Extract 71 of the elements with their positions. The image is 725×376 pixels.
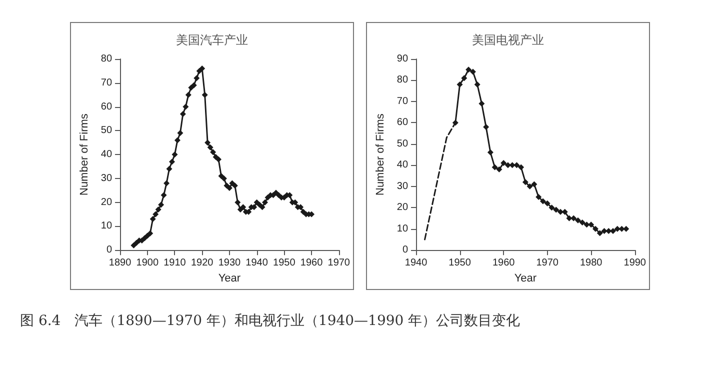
y-tick-label: 60 <box>100 101 112 112</box>
x-axis-title: Year <box>514 272 537 284</box>
point <box>536 194 542 200</box>
point <box>522 179 528 186</box>
y-tick-label: 30 <box>100 172 112 184</box>
x-tick-label: 1970 <box>536 258 559 269</box>
point <box>596 230 603 236</box>
x-tick-label: 1950 <box>273 258 296 269</box>
point <box>487 149 494 156</box>
x-tick-label: 1950 <box>448 258 472 269</box>
y-tick-label: 70 <box>396 96 408 107</box>
point <box>492 164 498 170</box>
point <box>456 81 463 88</box>
y-tick-label: 70 <box>100 77 112 88</box>
point <box>483 124 490 130</box>
y-tick-label: 10 <box>396 223 408 234</box>
x-tick-label: 1890 <box>108 258 132 269</box>
x-tick-label: 1960 <box>492 258 516 269</box>
x-tick-label: 1940 <box>404 258 428 269</box>
y-tick-label: 80 <box>396 74 408 86</box>
caption: 图 6.4 汽车（1890—1970 年）和电视行业（1940—1990 年）公司数目变化 <box>20 312 522 330</box>
point <box>461 75 468 82</box>
point <box>540 198 546 204</box>
point <box>474 81 480 88</box>
point <box>470 68 476 75</box>
x-tick-label: 1900 <box>136 258 159 269</box>
y-tick-label: 10 <box>100 220 112 232</box>
point <box>592 226 598 232</box>
point <box>557 208 564 215</box>
point <box>531 181 538 188</box>
y-axis-title: Number of Firms <box>78 113 90 196</box>
y-tick-label: 80 <box>100 54 112 64</box>
point <box>504 162 511 168</box>
y-axis-title: Number of Firms <box>374 113 386 196</box>
point <box>526 183 533 190</box>
point <box>553 206 560 213</box>
x-tick-label: 1940 <box>246 258 268 269</box>
x-tick-label: 1930 <box>218 258 242 269</box>
y-tick-label: 40 <box>100 149 112 160</box>
y-tick-label: 30 <box>396 180 408 192</box>
chart-title: 美国电视产业 <box>472 33 544 47</box>
x-tick-label: 1980 <box>580 258 603 269</box>
x-tick-label: 1920 <box>190 258 214 269</box>
point <box>588 222 594 228</box>
y-tick-label: 60 <box>396 117 408 128</box>
point <box>452 120 458 126</box>
x-tick-label: 1970 <box>328 258 350 269</box>
y-tick-label: 50 <box>100 125 112 136</box>
y-tick-label: 40 <box>396 160 408 171</box>
chart-title: 美国汽车产业 <box>176 33 248 47</box>
x-tick-label: 1960 <box>300 258 324 269</box>
point <box>548 204 555 211</box>
x-axis-title: Year <box>218 272 241 284</box>
x-tick-label: 1990 <box>624 258 646 269</box>
y-tick-label: 0 <box>402 244 408 256</box>
point <box>579 219 586 226</box>
point <box>544 200 550 206</box>
y-tick-label: 50 <box>396 138 408 150</box>
point <box>623 226 630 232</box>
y-tick-label: 20 <box>100 196 112 208</box>
point <box>466 66 472 73</box>
y-tick-label: 90 <box>396 54 408 64</box>
point <box>500 160 507 166</box>
y-tick-label: 20 <box>396 202 408 214</box>
point <box>478 100 485 107</box>
point <box>518 164 524 170</box>
point <box>570 215 577 222</box>
point <box>574 217 581 224</box>
x-tick-label: 1910 <box>164 258 186 269</box>
point <box>496 166 502 172</box>
y-tick-label: 0 <box>106 244 112 256</box>
